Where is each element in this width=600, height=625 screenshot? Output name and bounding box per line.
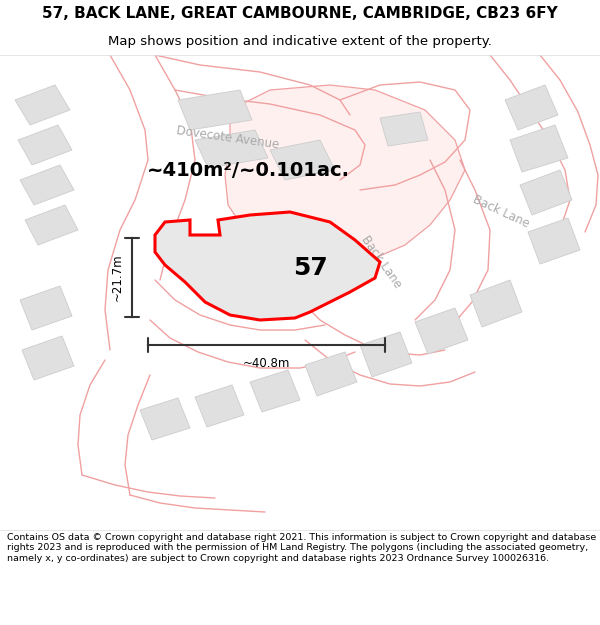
Polygon shape	[305, 352, 357, 396]
Polygon shape	[22, 336, 74, 380]
Text: 57, BACK LANE, GREAT CAMBOURNE, CAMBRIDGE, CB23 6FY: 57, BACK LANE, GREAT CAMBOURNE, CAMBRIDG…	[42, 6, 558, 21]
Text: ~21.7m: ~21.7m	[111, 254, 124, 301]
Text: Back Lane: Back Lane	[358, 233, 404, 290]
Polygon shape	[155, 212, 380, 320]
Polygon shape	[380, 112, 428, 146]
Polygon shape	[225, 85, 465, 262]
Polygon shape	[25, 205, 78, 245]
Polygon shape	[20, 165, 74, 205]
Polygon shape	[528, 218, 580, 264]
Polygon shape	[250, 370, 300, 412]
Polygon shape	[505, 85, 558, 130]
Text: 57: 57	[293, 256, 328, 280]
Polygon shape	[178, 90, 252, 130]
Polygon shape	[470, 280, 522, 327]
Polygon shape	[520, 170, 572, 215]
Text: Back Lane: Back Lane	[470, 193, 532, 231]
Polygon shape	[20, 286, 72, 330]
Text: ~410m²/~0.101ac.: ~410m²/~0.101ac.	[146, 161, 349, 179]
Text: ~40.8m: ~40.8m	[243, 357, 290, 370]
Polygon shape	[18, 125, 72, 165]
Polygon shape	[510, 125, 568, 172]
Text: Map shows position and indicative extent of the property.: Map shows position and indicative extent…	[108, 35, 492, 48]
Polygon shape	[415, 308, 468, 354]
Polygon shape	[195, 385, 244, 427]
Text: Dovecote Avenue: Dovecote Avenue	[176, 124, 280, 152]
Polygon shape	[360, 332, 412, 377]
Polygon shape	[15, 85, 70, 125]
Text: Contains OS data © Crown copyright and database right 2021. This information is : Contains OS data © Crown copyright and d…	[7, 533, 596, 562]
Polygon shape	[270, 140, 335, 180]
Polygon shape	[140, 398, 190, 440]
Polygon shape	[195, 130, 268, 168]
